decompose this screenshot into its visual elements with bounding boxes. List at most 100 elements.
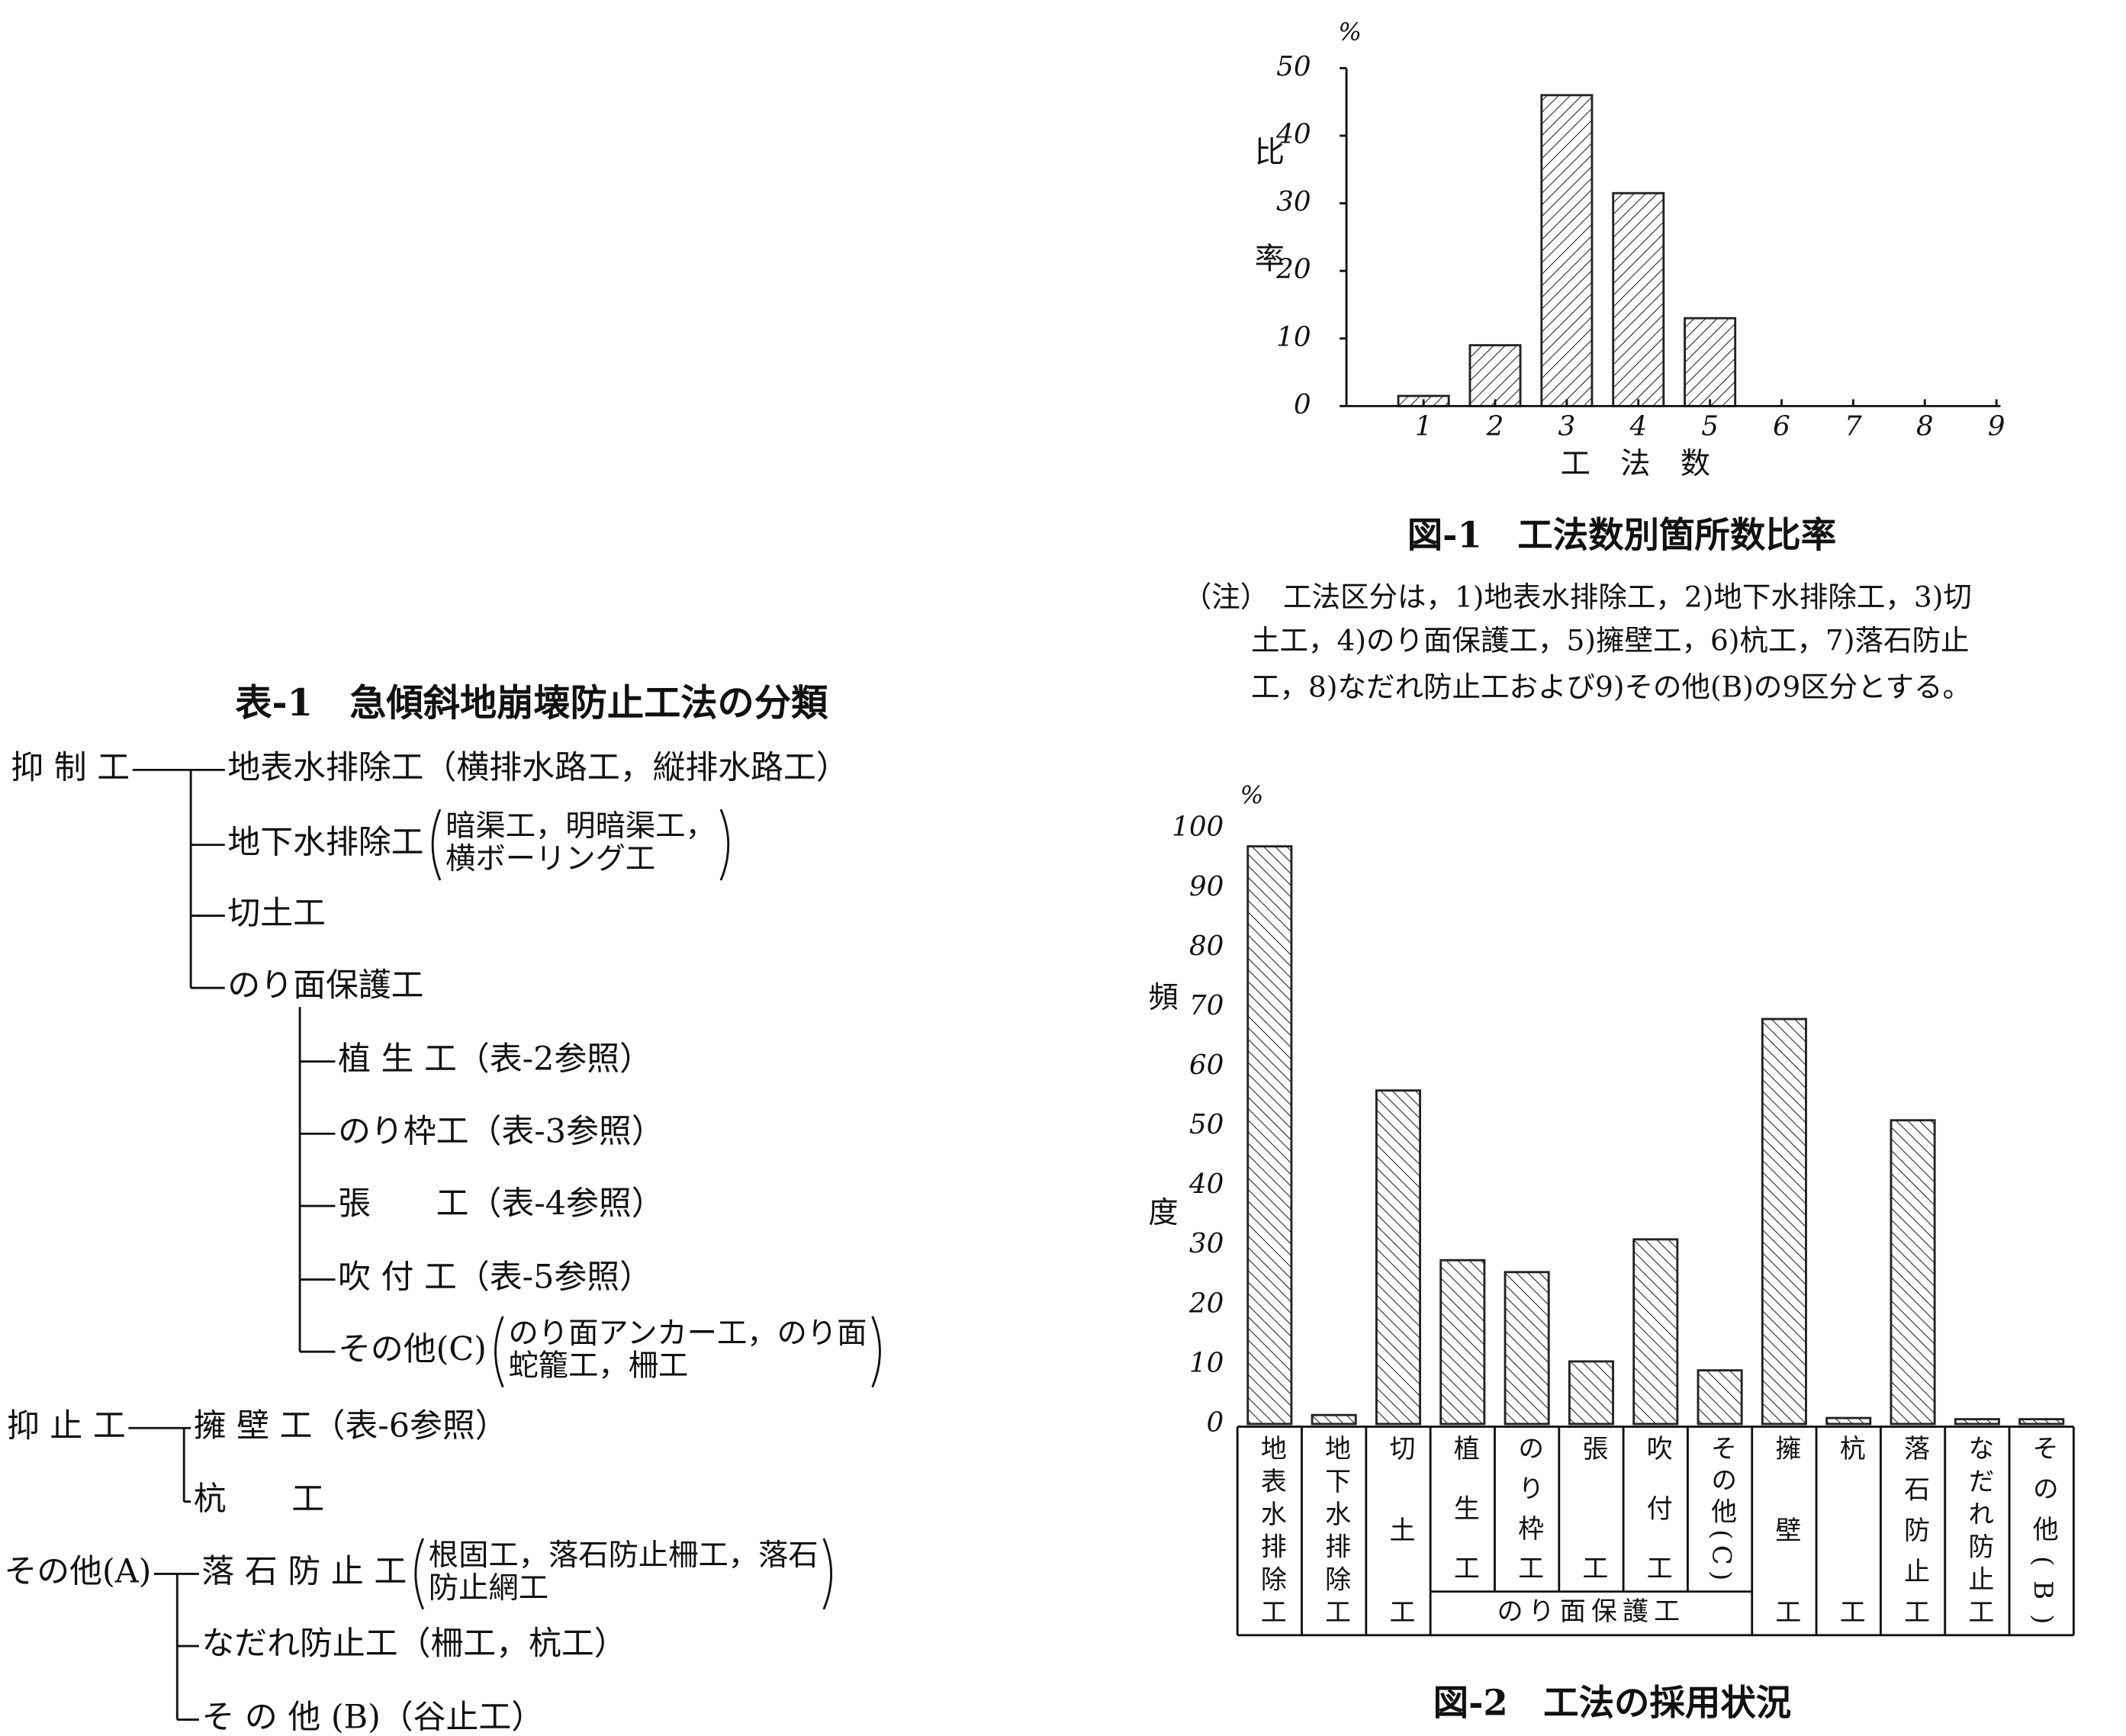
bracket bbox=[871, 1316, 881, 1388]
bracket bbox=[431, 809, 442, 881]
method-name: その他(C) bbox=[338, 1330, 487, 1368]
category-label: 地表水排除工 bbox=[1256, 1435, 1286, 1624]
y-tick-label: 60 bbox=[1189, 1050, 1224, 1081]
bracket bbox=[719, 809, 730, 881]
method-note: のり面アンカー工，のり面 bbox=[508, 1316, 867, 1351]
y-tick-label: 30 bbox=[1276, 186, 1311, 217]
method-note: 防止網工 bbox=[429, 1571, 548, 1606]
group-label: 抑 制 工 bbox=[11, 748, 130, 786]
y-tick-label: 30 bbox=[1189, 1228, 1224, 1259]
x-tick-label: 2 bbox=[1486, 410, 1504, 442]
category-label: 切土工 bbox=[1385, 1435, 1415, 1624]
method-note: （表-5参照） bbox=[457, 1259, 652, 1297]
method-note: 蛇籠工，柵工 bbox=[508, 1349, 688, 1384]
group-label: 抑 止 工 bbox=[7, 1406, 126, 1445]
category-label: 植生工 bbox=[1449, 1435, 1479, 1580]
x-tick-label: 3 bbox=[1558, 410, 1576, 442]
bar bbox=[1439, 1259, 1486, 1426]
category-label: その他(B) bbox=[2028, 1435, 2058, 1624]
chart-title: 図-1 工法数別箇所数比率 bbox=[1407, 514, 1836, 556]
y-axis-label: 頻度 bbox=[1143, 981, 1178, 1226]
bar bbox=[1612, 191, 1665, 407]
category-label: 張工 bbox=[1578, 1435, 1608, 1580]
x-tick-label: 6 bbox=[1773, 410, 1790, 442]
y-tick-label: 0 bbox=[1294, 389, 1311, 420]
method-name: のり枠工 bbox=[338, 1112, 468, 1150]
y-tick-label: 20 bbox=[1188, 1288, 1224, 1319]
method-note: （表-2参照） bbox=[457, 1040, 652, 1079]
unit-label: % bbox=[1338, 18, 1362, 47]
method-name: 杭 工 bbox=[194, 1480, 324, 1519]
category-label: のり枠工 bbox=[1513, 1435, 1544, 1580]
y-tick-label: 20 bbox=[1275, 254, 1311, 285]
bar bbox=[2018, 1418, 2065, 1426]
method-note: 根固工，落石防止柵工，落石 bbox=[429, 1538, 819, 1573]
bar bbox=[1697, 1369, 1743, 1426]
chart-title: 図-2 工法の採用状況 bbox=[1433, 1682, 1792, 1724]
category-label: その他(C) bbox=[1706, 1435, 1737, 1580]
category-label: 地下水排除工 bbox=[1320, 1435, 1351, 1624]
method-note: （表-6参照） bbox=[313, 1406, 508, 1445]
y-tick-label: 40 bbox=[1188, 1169, 1224, 1200]
bracket bbox=[494, 1316, 504, 1388]
method-note: （表-4参照） bbox=[469, 1185, 664, 1223]
x-tick-label: 1 bbox=[1415, 410, 1433, 442]
bracket bbox=[414, 1538, 424, 1610]
method-name: 切土工 bbox=[227, 895, 326, 933]
category-label: 落石防止工 bbox=[1899, 1435, 1930, 1624]
method-note: （横排水路工，縦排水路工） bbox=[424, 748, 849, 786]
table-title: 表-1 急傾斜地崩壊防止工法の分類 bbox=[235, 682, 828, 725]
method-name: そ の 他 (B) bbox=[201, 1699, 380, 1736]
method-name: 吹 付 工 bbox=[338, 1259, 457, 1297]
category-label: 吹付工 bbox=[1642, 1435, 1672, 1580]
bar bbox=[1504, 1271, 1550, 1426]
method-note: （柵工，杭工） bbox=[398, 1625, 627, 1663]
y-tick-label: 50 bbox=[1276, 51, 1311, 82]
x-tick-label: 9 bbox=[1988, 410, 2005, 442]
method-name: 地表水排除工 bbox=[227, 748, 423, 786]
category-label: 擁壁工 bbox=[1771, 1435, 1801, 1624]
category-label: なだれ防止工 bbox=[1964, 1435, 1994, 1624]
y-tick-label: 90 bbox=[1189, 871, 1224, 902]
x-tick-label: 5 bbox=[1701, 410, 1719, 442]
y-tick-label: 10 bbox=[1189, 1347, 1224, 1378]
method-note: （表-3参照） bbox=[469, 1112, 664, 1150]
bar bbox=[1540, 94, 1594, 407]
method-name: 擁 壁 工 bbox=[194, 1406, 313, 1445]
x-tick-label: 7 bbox=[1845, 410, 1862, 442]
method-name: 落 石 防 止 工 bbox=[201, 1552, 407, 1590]
bar bbox=[1825, 1416, 1872, 1426]
bracket bbox=[822, 1538, 833, 1610]
x-axis-label: 工 法 数 bbox=[1561, 447, 1710, 481]
bar bbox=[1375, 1089, 1421, 1426]
bar bbox=[1246, 845, 1293, 1426]
group-label: のり面保護工 bbox=[1497, 1596, 1686, 1627]
method-name: 植 生 工 bbox=[338, 1040, 457, 1079]
y-tick-label: 40 bbox=[1275, 118, 1311, 149]
method-note: 暗渠工，明暗渠工， bbox=[445, 809, 716, 844]
note: （注） 工法区分は，1)地表水排除工，2)地下水排除工，3)切 bbox=[1183, 580, 1972, 614]
y-tick-label: 10 bbox=[1276, 321, 1311, 352]
bar bbox=[1954, 1418, 2000, 1426]
bar bbox=[1761, 1017, 1807, 1426]
method-note: （谷止工） bbox=[381, 1699, 544, 1736]
bar bbox=[1890, 1119, 1936, 1426]
note: 工，8)なだれ防止工および9)その他(B)の9区分とする。 bbox=[1251, 670, 1971, 703]
bar bbox=[1632, 1238, 1679, 1426]
category-label: 杭工 bbox=[1835, 1435, 1865, 1624]
method-name: 地下水排除工 bbox=[227, 824, 423, 862]
y-tick-label: 70 bbox=[1189, 990, 1224, 1021]
bar bbox=[1568, 1360, 1614, 1426]
method-name: のり面保護工 bbox=[227, 966, 423, 1005]
unit-label: % bbox=[1240, 781, 1264, 810]
note: 土工，4)のり面保護工，5)擁壁工，6)杭工，7)落石防止 bbox=[1251, 624, 1969, 657]
y-tick-label: 100 bbox=[1172, 812, 1224, 843]
x-tick-label: 4 bbox=[1629, 410, 1647, 442]
bar bbox=[1468, 344, 1522, 407]
method-name: なだれ防止工 bbox=[201, 1625, 397, 1663]
method-note: 横ボーリング工 bbox=[445, 842, 655, 876]
method-name: 張 工 bbox=[338, 1185, 468, 1223]
x-tick-label: 8 bbox=[1916, 410, 1934, 442]
